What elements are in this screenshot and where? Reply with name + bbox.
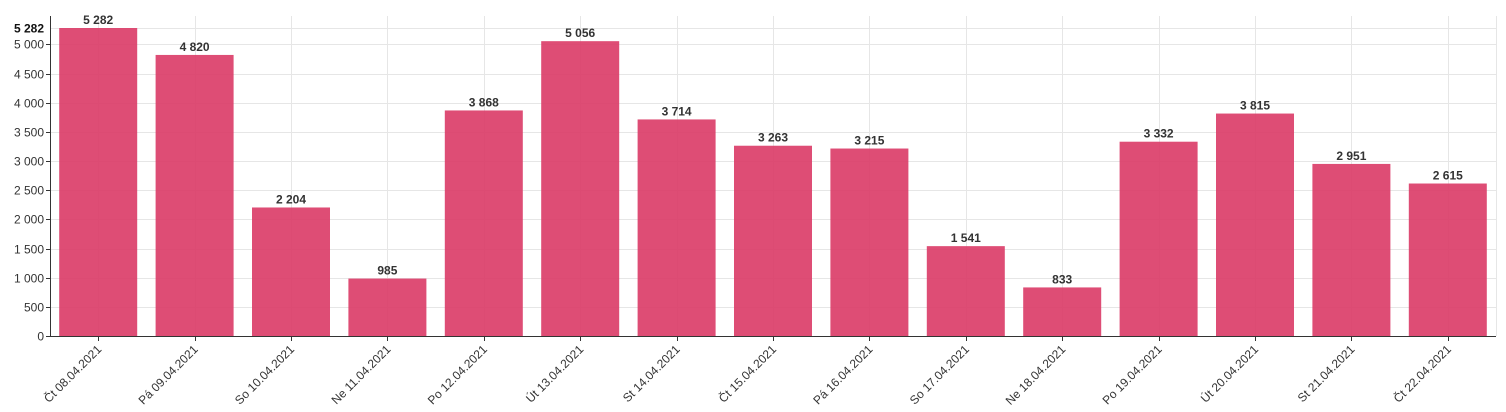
- y-tick-label: 4 000: [14, 97, 44, 111]
- y-tick-label: 3 500: [14, 126, 44, 140]
- x-tick-label: Ne 18.04.2021: [1003, 342, 1069, 408]
- x-tick-label: So 10.04.2021: [232, 342, 297, 407]
- bar-value-label: 5 056: [565, 26, 595, 40]
- x-tick-label: Po 19.04.2021: [1100, 342, 1165, 407]
- bar-value-label: 3 263: [758, 131, 788, 145]
- y-tick-label: 500: [24, 301, 44, 315]
- x-axis-ticks: Čt 08.04.2021 Pá 09.04.2021 So 10.04.2021 N…: [40, 336, 1454, 408]
- bar: [541, 41, 620, 336]
- bar-value-label: 5 282: [83, 13, 113, 27]
- bar-value-label: 3 868: [469, 95, 499, 109]
- bars: [59, 28, 1487, 337]
- bar-value-label: 3 714: [662, 104, 692, 118]
- y-tick-label: 0: [37, 330, 44, 344]
- bar: [830, 148, 909, 336]
- bar-value-label: 3 332: [1144, 127, 1174, 141]
- x-tick-label: So 17.04.2021: [907, 342, 972, 407]
- bar: [1119, 141, 1198, 336]
- bar-value-label: 3 815: [1240, 99, 1270, 113]
- y-tick-label: 1 500: [14, 243, 44, 257]
- bar: [1216, 113, 1294, 336]
- y-tick-label: 4 500: [14, 68, 44, 82]
- x-tick-label: Út 20.04.2021: [1197, 341, 1261, 405]
- x-tick-label: Po 12.04.2021: [425, 342, 490, 407]
- bar-value-label: 833: [1052, 272, 1072, 286]
- x-tick-label: Ne 11.04.2021: [329, 342, 394, 407]
- bar-value-label: 2 951: [1336, 149, 1366, 163]
- x-tick-label: Čt 22.04.2021: [1390, 341, 1454, 405]
- bar-value-label: 985: [377, 264, 397, 278]
- y-max-label: 5 282: [14, 22, 44, 36]
- bar-value-label: 2 615: [1433, 169, 1463, 183]
- y-tick-label: 3 000: [14, 155, 44, 169]
- x-tick-label: St 14.04.2021: [620, 342, 683, 405]
- bar-value-label: 2 204: [276, 192, 306, 206]
- bar-value-label: 1 541: [951, 231, 981, 245]
- y-axis-ticks: 0 500 1 000 1 500 2 000 2 500 3 000 3 500 4 000 4…: [14, 22, 50, 344]
- bar: [155, 54, 234, 337]
- bar: [1023, 287, 1102, 336]
- x-tick-label: Pá 16.04.2021: [810, 342, 875, 407]
- bar: [59, 28, 138, 336]
- bar: [926, 246, 1005, 336]
- bar: [444, 110, 523, 336]
- value-labels: 5 282 4 820 2 204 985 3 868 5 056 3 714 3 263 3 …: [83, 13, 1463, 286]
- x-tick-label: Út 13.04.2021: [522, 341, 586, 405]
- bar: [734, 145, 812, 336]
- x-tick-label: Čt 15.04.2021: [715, 341, 779, 405]
- bar-value-label: 3 215: [854, 134, 884, 148]
- y-tick-label: 2 000: [14, 213, 44, 227]
- bar-value-label: 4 820: [180, 40, 210, 54]
- bar: [637, 119, 716, 336]
- bar: [1312, 163, 1391, 336]
- x-tick-label: St 21.04.2021: [1295, 342, 1358, 405]
- x-tick-label: Pá 09.04.2021: [136, 342, 201, 407]
- y-tick-label: 2 500: [14, 184, 44, 198]
- y-tick-label: 1 000: [14, 272, 44, 286]
- bar: [348, 278, 427, 336]
- y-tick-label: 5 000: [14, 38, 44, 52]
- bar: [252, 207, 330, 336]
- x-tick-label: Čt 08.04.2021: [40, 341, 104, 405]
- bar: [1408, 183, 1487, 336]
